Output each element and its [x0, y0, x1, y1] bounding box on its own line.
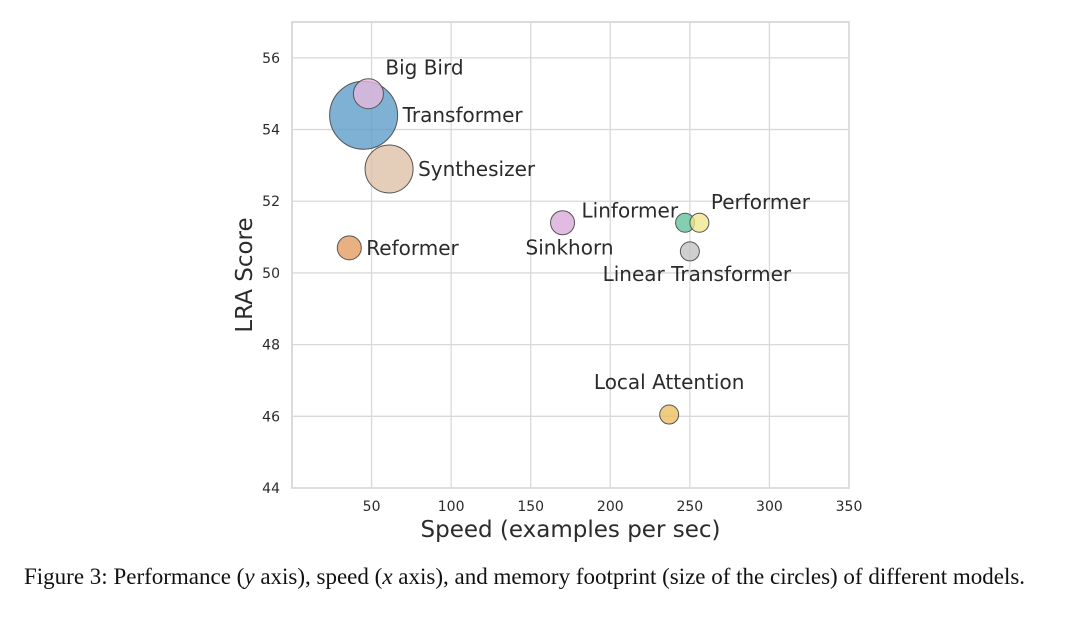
caption-mid: axis), speed (: [254, 564, 383, 589]
scatter-chart: 50 100 150 200 250 300 350 44 46 48 50 52 54 56 Big B…: [232, 21, 862, 543]
y-tick-label: 52: [262, 194, 280, 210]
point-local-attention: [659, 404, 680, 425]
point-labels: Big Bird Transformer Synthesizer Reformer Si…: [366, 56, 810, 394]
y-tick-label: 46: [262, 409, 280, 425]
point-big-bird: [352, 78, 384, 110]
x-tick-label: 100: [438, 499, 465, 515]
y-tick-label: 44: [262, 481, 280, 497]
label-linformer: Linformer: [582, 199, 679, 223]
point-linear-transformer: [679, 241, 700, 262]
caption-rest: axis), and memory footprint (size of the…: [392, 564, 1026, 589]
point-reformer: [336, 235, 362, 261]
caption-y-variable: y: [244, 564, 255, 589]
x-tick-label: 250: [676, 499, 703, 515]
point-synthesizer: [364, 144, 414, 194]
label-synthesizer: Synthesizer: [418, 157, 536, 181]
x-tick-label: 350: [836, 499, 863, 515]
y-tick-label: 54: [262, 123, 280, 139]
point-sinkhorn: [550, 210, 576, 236]
caption-prefix: Figure 3: Performance (: [24, 564, 245, 589]
label-linear-transformer: Linear Transformer: [603, 262, 792, 286]
point-performer: [689, 212, 710, 233]
caption-x-variable: x: [382, 564, 393, 589]
figure-caption: Figure 3: Performance (y axis), speed (x…: [24, 563, 1074, 591]
y-axis-title: LRA Score: [232, 217, 258, 332]
x-tick-label: 200: [597, 499, 624, 515]
label-reformer: Reformer: [366, 236, 459, 260]
x-tick-label: 50: [363, 499, 381, 515]
x-tick-label: 300: [756, 499, 783, 515]
y-tick-label: 56: [262, 51, 280, 67]
tick-labels: 50 100 150 200 250 300 350 44 46 48 50 52 54 56: [262, 51, 862, 515]
data-points: [329, 78, 710, 425]
y-tick-label: 50: [262, 266, 280, 282]
y-tick-label: 48: [262, 338, 280, 354]
label-performer: Performer: [711, 190, 811, 214]
x-axis-title: Speed (examples per sec): [421, 517, 721, 543]
label-transformer: Transformer: [402, 103, 524, 127]
label-sinkhorn: Sinkhorn: [526, 236, 614, 260]
label-local-attention: Local Attention: [594, 370, 745, 394]
x-tick-label: 150: [517, 499, 544, 515]
label-big-bird: Big Bird: [385, 56, 463, 80]
